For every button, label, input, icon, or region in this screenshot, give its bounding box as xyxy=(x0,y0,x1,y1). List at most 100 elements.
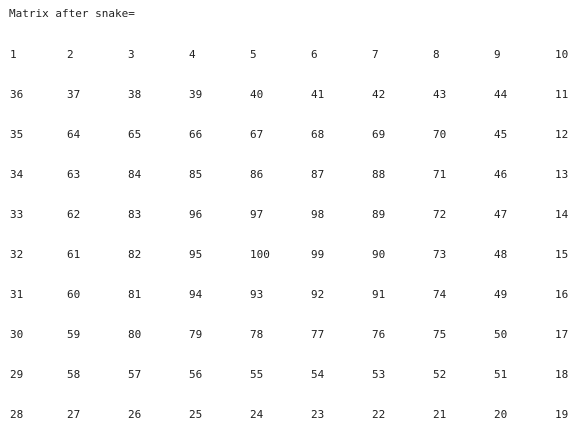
matrix-cell: 44 xyxy=(494,88,508,101)
matrix-cell: 27 xyxy=(67,408,81,421)
matrix-cell: 60 xyxy=(67,288,81,301)
matrix-cell: 71 xyxy=(433,168,447,181)
matrix-cell: 98 xyxy=(311,208,325,221)
matrix-cell: 64 xyxy=(67,128,81,141)
matrix-cell: 42 xyxy=(372,88,386,101)
matrix-cell: 21 xyxy=(433,408,447,421)
matrix-cell: 26 xyxy=(128,408,142,421)
matrix-cell: 45 xyxy=(494,128,508,141)
matrix-cell: 86 xyxy=(250,168,264,181)
matrix-cell: 88 xyxy=(372,168,386,181)
matrix-cell: 80 xyxy=(128,328,142,341)
matrix-cell: 1 xyxy=(10,48,17,61)
matrix-cell: 14 xyxy=(555,208,569,221)
output-heading: Matrix after snake= xyxy=(9,7,135,20)
matrix-cell: 59 xyxy=(67,328,81,341)
matrix-cell: 62 xyxy=(67,208,81,221)
matrix-cell: 36 xyxy=(10,88,24,101)
matrix-cell: 37 xyxy=(67,88,81,101)
matrix-cell: 74 xyxy=(433,288,447,301)
matrix-cell: 15 xyxy=(555,248,569,261)
matrix-cell: 58 xyxy=(67,368,81,381)
matrix-cell: 31 xyxy=(10,288,24,301)
matrix-cell: 53 xyxy=(372,368,386,381)
matrix-row: 28 27 26 25 24 23 22 21 20 19 xyxy=(0,408,583,421)
matrix-cell: 83 xyxy=(128,208,142,221)
matrix-cell: 10 xyxy=(555,48,569,61)
matrix-cell: 52 xyxy=(433,368,447,381)
matrix-cell: 54 xyxy=(311,368,325,381)
matrix-cell: 18 xyxy=(555,368,569,381)
matrix-cell: 68 xyxy=(311,128,325,141)
matrix-cell: 72 xyxy=(433,208,447,221)
matrix-cell: 33 xyxy=(10,208,24,221)
matrix-cell: 76 xyxy=(372,328,386,341)
matrix-cell: 39 xyxy=(189,88,203,101)
matrix-cell: 65 xyxy=(128,128,142,141)
matrix-cell: 12 xyxy=(555,128,569,141)
matrix-cell: 30 xyxy=(10,328,24,341)
matrix-cell: 25 xyxy=(189,408,203,421)
matrix-cell: 50 xyxy=(494,328,508,341)
matrix-cell: 73 xyxy=(433,248,447,261)
matrix-cell: 23 xyxy=(311,408,325,421)
matrix-cell: 43 xyxy=(433,88,447,101)
matrix-cell: 99 xyxy=(311,248,325,261)
matrix-cell: 82 xyxy=(128,248,142,261)
matrix-row: 1 2 3 4 5 6 7 8 9 10 xyxy=(0,48,583,61)
matrix-cell: 56 xyxy=(189,368,203,381)
matrix-cell: 84 xyxy=(128,168,142,181)
matrix-cell: 35 xyxy=(10,128,24,141)
matrix-cell: 6 xyxy=(311,48,318,61)
matrix-cell: 66 xyxy=(189,128,203,141)
matrix-row: 30 59 80 79 78 77 76 75 50 17 xyxy=(0,328,583,341)
matrix-cell: 96 xyxy=(189,208,203,221)
matrix-cell: 87 xyxy=(311,168,325,181)
matrix-cell: 8 xyxy=(433,48,440,61)
matrix-cell: 3 xyxy=(128,48,135,61)
matrix-cell: 94 xyxy=(189,288,203,301)
matrix-cell: 2 xyxy=(67,48,74,61)
matrix-cell: 85 xyxy=(189,168,203,181)
matrix-cell: 9 xyxy=(494,48,501,61)
matrix-cell: 100 xyxy=(250,248,270,261)
matrix-cell: 20 xyxy=(494,408,508,421)
matrix-cell: 4 xyxy=(189,48,196,61)
matrix-cell: 90 xyxy=(372,248,386,261)
matrix-row: 35 64 65 66 67 68 69 70 45 12 xyxy=(0,128,583,141)
matrix-cell: 79 xyxy=(189,328,203,341)
matrix-cell: 32 xyxy=(10,248,24,261)
matrix-cell: 78 xyxy=(250,328,264,341)
matrix-cell: 47 xyxy=(494,208,508,221)
matrix-cell: 40 xyxy=(250,88,264,101)
matrix-cell: 93 xyxy=(250,288,264,301)
matrix-cell: 75 xyxy=(433,328,447,341)
matrix-cell: 69 xyxy=(372,128,386,141)
matrix-cell: 55 xyxy=(250,368,264,381)
matrix-row: 31 60 81 94 93 92 91 74 49 16 xyxy=(0,288,583,301)
matrix-cell: 61 xyxy=(67,248,81,261)
matrix-cell: 57 xyxy=(128,368,142,381)
matrix-cell: 16 xyxy=(555,288,569,301)
matrix-row: 29 58 57 56 55 54 53 52 51 18 xyxy=(0,368,583,381)
matrix-cell: 29 xyxy=(10,368,24,381)
matrix-cell: 28 xyxy=(10,408,24,421)
matrix-cell: 22 xyxy=(372,408,386,421)
matrix-row: 33 62 83 96 97 98 89 72 47 14 xyxy=(0,208,583,221)
matrix-cell: 77 xyxy=(311,328,325,341)
matrix-cell: 51 xyxy=(494,368,508,381)
matrix-cell: 63 xyxy=(67,168,81,181)
matrix-cell: 41 xyxy=(311,88,325,101)
matrix-cell: 81 xyxy=(128,288,142,301)
matrix-cell: 17 xyxy=(555,328,569,341)
matrix-cell: 91 xyxy=(372,288,386,301)
matrix-cell: 11 xyxy=(555,88,569,101)
matrix-cell: 95 xyxy=(189,248,203,261)
matrix-cell: 67 xyxy=(250,128,264,141)
matrix-cell: 13 xyxy=(555,168,569,181)
matrix-cell: 49 xyxy=(494,288,508,301)
matrix-cell: 19 xyxy=(555,408,569,421)
matrix-row: 36 37 38 39 40 41 42 43 44 11 xyxy=(0,88,583,101)
matrix-row: 34 63 84 85 86 87 88 71 46 13 xyxy=(0,168,583,181)
